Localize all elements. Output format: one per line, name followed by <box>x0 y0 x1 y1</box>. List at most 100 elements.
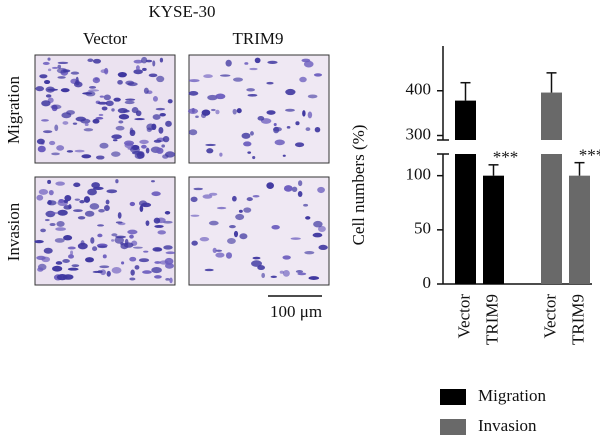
cell <box>151 266 162 274</box>
cell <box>303 60 314 68</box>
cell <box>261 272 266 279</box>
cell <box>62 258 70 263</box>
cell <box>105 199 110 205</box>
cell <box>66 150 74 153</box>
cell <box>266 182 274 190</box>
cell <box>145 220 150 226</box>
cell <box>229 225 236 229</box>
cell <box>295 270 304 273</box>
cell <box>152 96 158 102</box>
cell <box>88 85 97 89</box>
cell <box>290 237 301 240</box>
cell <box>193 187 203 191</box>
cell <box>73 81 83 88</box>
bar <box>541 154 562 284</box>
cell <box>60 88 70 93</box>
cell <box>52 265 63 272</box>
cell <box>285 108 295 112</box>
cell <box>83 196 91 203</box>
significance: *** <box>493 148 519 167</box>
cell <box>233 230 239 238</box>
cell <box>63 235 73 241</box>
cell <box>159 112 166 117</box>
cell <box>115 179 119 184</box>
cell <box>70 71 80 75</box>
cell <box>165 120 172 127</box>
cell <box>314 126 321 133</box>
cell <box>156 75 165 83</box>
cell <box>204 268 214 272</box>
cell <box>115 125 125 131</box>
cell <box>56 220 65 227</box>
cell <box>67 267 79 271</box>
cell <box>215 109 220 115</box>
cell <box>235 213 245 221</box>
cell <box>219 152 223 157</box>
cell <box>236 108 242 114</box>
cell <box>199 236 210 242</box>
cell <box>252 155 256 160</box>
cell <box>266 110 276 115</box>
cell <box>97 233 103 238</box>
cell <box>81 154 92 159</box>
cell <box>291 186 298 193</box>
cell <box>145 147 150 154</box>
cell <box>298 180 303 187</box>
cell <box>246 197 253 202</box>
cell <box>133 69 143 75</box>
cell <box>135 65 140 71</box>
cell <box>163 245 173 250</box>
cell <box>313 220 323 228</box>
cell <box>43 79 51 85</box>
cell <box>282 154 286 157</box>
cell <box>101 106 108 111</box>
cell <box>247 93 258 97</box>
cell <box>66 110 75 115</box>
cell <box>131 151 143 155</box>
cell <box>152 247 162 252</box>
cell <box>118 114 130 120</box>
cell <box>190 214 200 217</box>
cell <box>282 255 291 260</box>
cell <box>138 258 150 263</box>
x-tick-label: TRIM9 <box>482 294 501 345</box>
cell <box>95 116 104 120</box>
cell <box>152 114 161 120</box>
cell <box>203 74 213 79</box>
cell <box>102 254 107 259</box>
cell <box>252 195 260 198</box>
cell <box>162 135 170 143</box>
cell <box>159 57 164 63</box>
cell <box>254 57 261 64</box>
cell <box>40 228 46 233</box>
row-label: Migration <box>4 76 23 144</box>
cell <box>88 89 100 92</box>
cell <box>142 67 147 72</box>
cell <box>62 121 69 125</box>
cell <box>158 126 164 134</box>
cell <box>305 216 311 220</box>
cell <box>157 230 166 235</box>
cell <box>286 126 291 129</box>
cell <box>238 209 243 213</box>
cell <box>313 73 323 77</box>
cell <box>307 111 313 119</box>
cell <box>201 109 211 116</box>
cell <box>156 147 164 154</box>
cell <box>267 60 278 65</box>
cell <box>162 154 169 159</box>
cell <box>115 221 123 224</box>
significance: *** <box>579 146 600 165</box>
cell <box>270 275 277 279</box>
cell <box>154 224 164 228</box>
micrographs <box>34 54 330 286</box>
x-tick-label: Vector <box>540 294 559 339</box>
x-tick-label: TRIM9 <box>568 294 587 345</box>
cell <box>191 240 198 246</box>
cell <box>247 151 252 154</box>
cell <box>64 194 72 202</box>
cell <box>241 132 251 139</box>
cell <box>72 209 83 213</box>
cell <box>257 116 265 121</box>
